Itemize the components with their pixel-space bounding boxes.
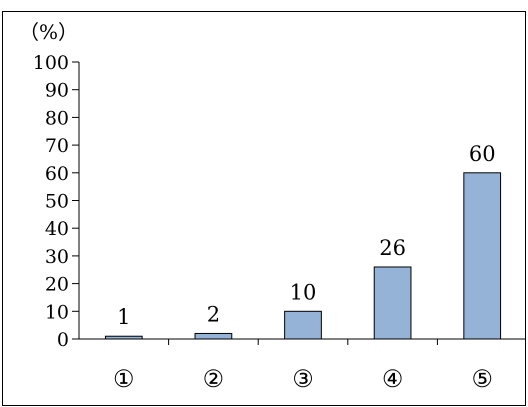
y-tick-label: 70 bbox=[45, 135, 69, 157]
y-tick-label: 10 bbox=[45, 301, 69, 323]
y-tick-label: 0 bbox=[57, 329, 69, 351]
data-label: 1 bbox=[117, 305, 130, 329]
y-unit-label: （%） bbox=[19, 20, 78, 44]
y-tick-label: 20 bbox=[45, 274, 69, 296]
data-label: 60 bbox=[469, 142, 496, 166]
y-tick-label: 60 bbox=[45, 163, 69, 185]
bar bbox=[463, 172, 502, 340]
y-tick-label: 100 bbox=[33, 52, 69, 74]
category-labels: ① ② ③ ④ ⑤ bbox=[113, 365, 493, 393]
category-label: ④ bbox=[382, 365, 404, 393]
chart-frame: （%） 0 10 20 30 40 50 60 70 80 90 100 1 2 10 26 60 ① ② ③ ④… bbox=[2, 11, 526, 406]
y-axis-ticks: 0 10 20 30 40 50 60 70 80 90 100 bbox=[33, 52, 79, 351]
category-label: ① bbox=[113, 365, 135, 393]
bar bbox=[194, 332, 233, 340]
category-label: ② bbox=[203, 365, 225, 393]
y-tick-label: 40 bbox=[45, 218, 69, 240]
data-label: 26 bbox=[379, 236, 406, 260]
y-tick-label: 80 bbox=[45, 107, 69, 129]
data-label: 10 bbox=[290, 280, 317, 304]
category-label: ③ bbox=[292, 365, 314, 393]
y-tick-label: 50 bbox=[45, 191, 69, 213]
data-labels: 1 2 10 26 60 bbox=[117, 142, 495, 329]
bar-chart: （%） 0 10 20 30 40 50 60 70 80 90 100 1 2 10 26 60 ① ② ③ ④… bbox=[19, 20, 525, 393]
bar bbox=[373, 266, 412, 340]
bar bbox=[284, 310, 322, 340]
category-label: ⑤ bbox=[471, 365, 493, 393]
y-tick-label: 30 bbox=[45, 246, 69, 268]
x-axis-ticks bbox=[168, 339, 438, 345]
bars bbox=[104, 172, 502, 340]
y-tick-label: 90 bbox=[45, 80, 69, 102]
data-label: 2 bbox=[207, 302, 220, 326]
